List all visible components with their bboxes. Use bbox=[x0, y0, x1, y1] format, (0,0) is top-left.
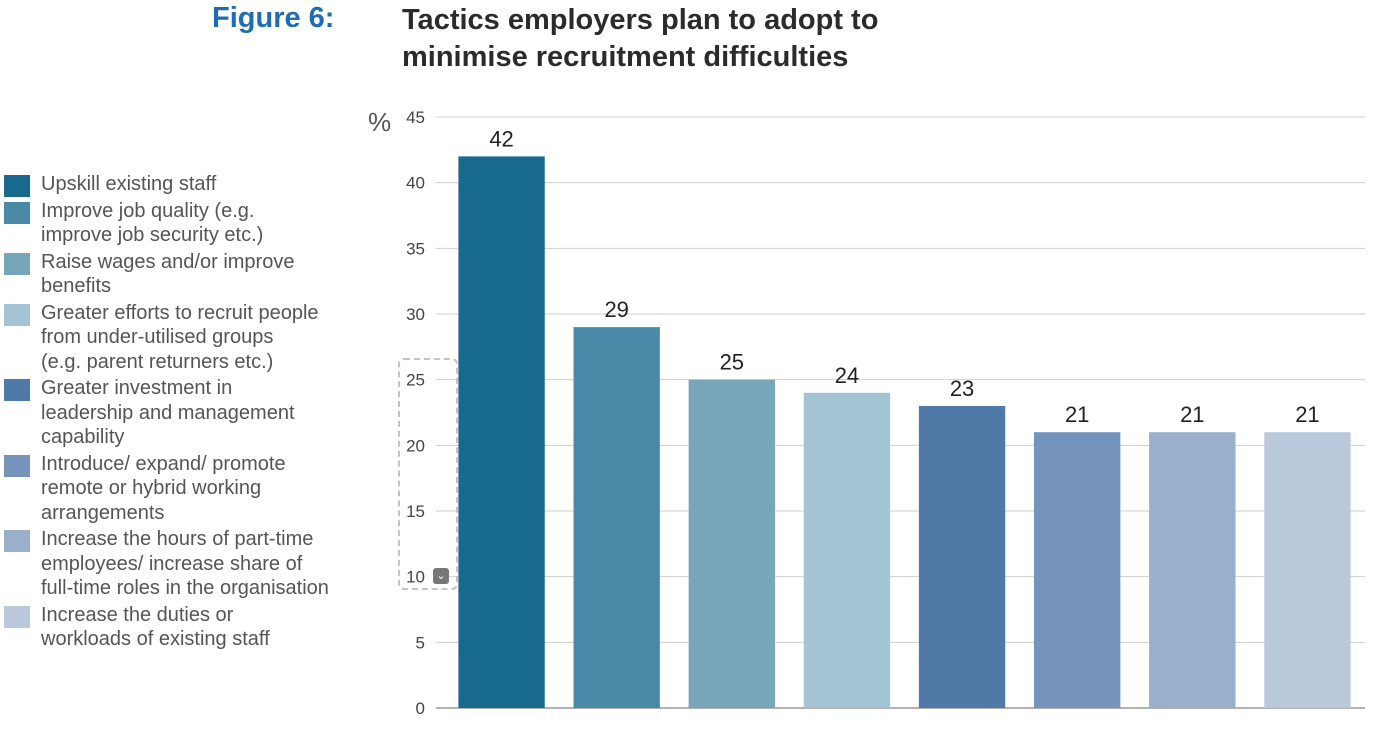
bar bbox=[1034, 432, 1121, 708]
legend-swatch bbox=[4, 379, 30, 401]
legend-swatch bbox=[4, 530, 30, 552]
legend-item: Greater efforts to recruit people from u… bbox=[4, 301, 354, 375]
bar bbox=[803, 392, 891, 708]
y-tick-label: 0 bbox=[416, 699, 425, 718]
y-tick-label: 45 bbox=[406, 108, 425, 127]
legend-item: Upskill existing staff bbox=[4, 172, 354, 197]
y-tick-label: 30 bbox=[406, 305, 425, 324]
legend-item: Greater investment in leadership and man… bbox=[4, 376, 354, 450]
legend-swatch bbox=[4, 303, 30, 326]
legend-item: Introduce/ expand/ promote remote or hyb… bbox=[4, 452, 354, 526]
bar bbox=[688, 379, 775, 708]
legend-item: Improve job quality (e.g. improve job se… bbox=[4, 199, 354, 248]
legend-swatch bbox=[4, 605, 30, 628]
bar bbox=[573, 327, 660, 708]
data-label: 24 bbox=[835, 363, 859, 388]
legend-label: Greater efforts to recruit people from u… bbox=[41, 301, 319, 373]
data-label: 21 bbox=[1295, 402, 1319, 427]
figure-title-line: Tactics employers plan to adopt to bbox=[402, 4, 879, 36]
y-tick-label: 20 bbox=[406, 436, 425, 455]
legend-label: Increase the duties or workloads of exis… bbox=[41, 603, 270, 651]
legend-swatch bbox=[4, 252, 30, 275]
legend-label: Increase the hours of part-time employee… bbox=[41, 528, 329, 599]
y-tick-label: 15 bbox=[406, 502, 425, 521]
bar bbox=[918, 405, 1006, 708]
data-label: 21 bbox=[1065, 402, 1089, 427]
y-tick-label: 35 bbox=[406, 239, 425, 258]
y-tick-label: 5 bbox=[416, 633, 425, 652]
legend-label: Improve job quality (e.g. improve job se… bbox=[41, 199, 264, 247]
y-axis-label: % bbox=[368, 107, 391, 137]
data-label: 29 bbox=[604, 297, 628, 322]
legend-item: Raise wages and/or improve benefits bbox=[4, 250, 354, 299]
scroll-region[interactable]: ⌄ bbox=[398, 358, 458, 590]
legend-label: Raise wages and/or improve benefits bbox=[41, 250, 295, 298]
data-label: 25 bbox=[720, 350, 744, 375]
legend-label: Upskill existing staff bbox=[41, 173, 217, 195]
bar bbox=[1149, 432, 1236, 708]
bar bbox=[1264, 432, 1351, 708]
legend-label: Greater investment in leadership and man… bbox=[41, 377, 295, 448]
data-label: 23 bbox=[950, 376, 974, 401]
bar bbox=[458, 156, 545, 708]
data-label: 21 bbox=[1180, 402, 1204, 427]
data-label: 42 bbox=[489, 126, 513, 151]
chevron-down-icon[interactable]: ⌄ bbox=[433, 568, 449, 584]
chart-legend: Upskill existing staff Improve job qualit… bbox=[4, 172, 354, 654]
legend-swatch bbox=[4, 201, 30, 224]
y-tick-label: 40 bbox=[406, 174, 425, 193]
legend-item: Increase the hours of part-time employee… bbox=[4, 527, 354, 601]
legend-swatch bbox=[4, 175, 30, 197]
legend-item: Increase the duties or workloads of exis… bbox=[4, 603, 354, 652]
figure-title-line: minimise recruitment difficulties bbox=[402, 41, 849, 73]
y-tick-label: 25 bbox=[406, 371, 425, 390]
y-tick-label: 10 bbox=[406, 568, 425, 587]
figure-label: Figure 6: bbox=[212, 2, 335, 34]
legend-swatch bbox=[4, 454, 30, 477]
figure-title: Tactics employers plan to adopt to minimi… bbox=[402, 2, 1102, 76]
legend-label: Introduce/ expand/ promote remote or hyb… bbox=[41, 452, 286, 524]
